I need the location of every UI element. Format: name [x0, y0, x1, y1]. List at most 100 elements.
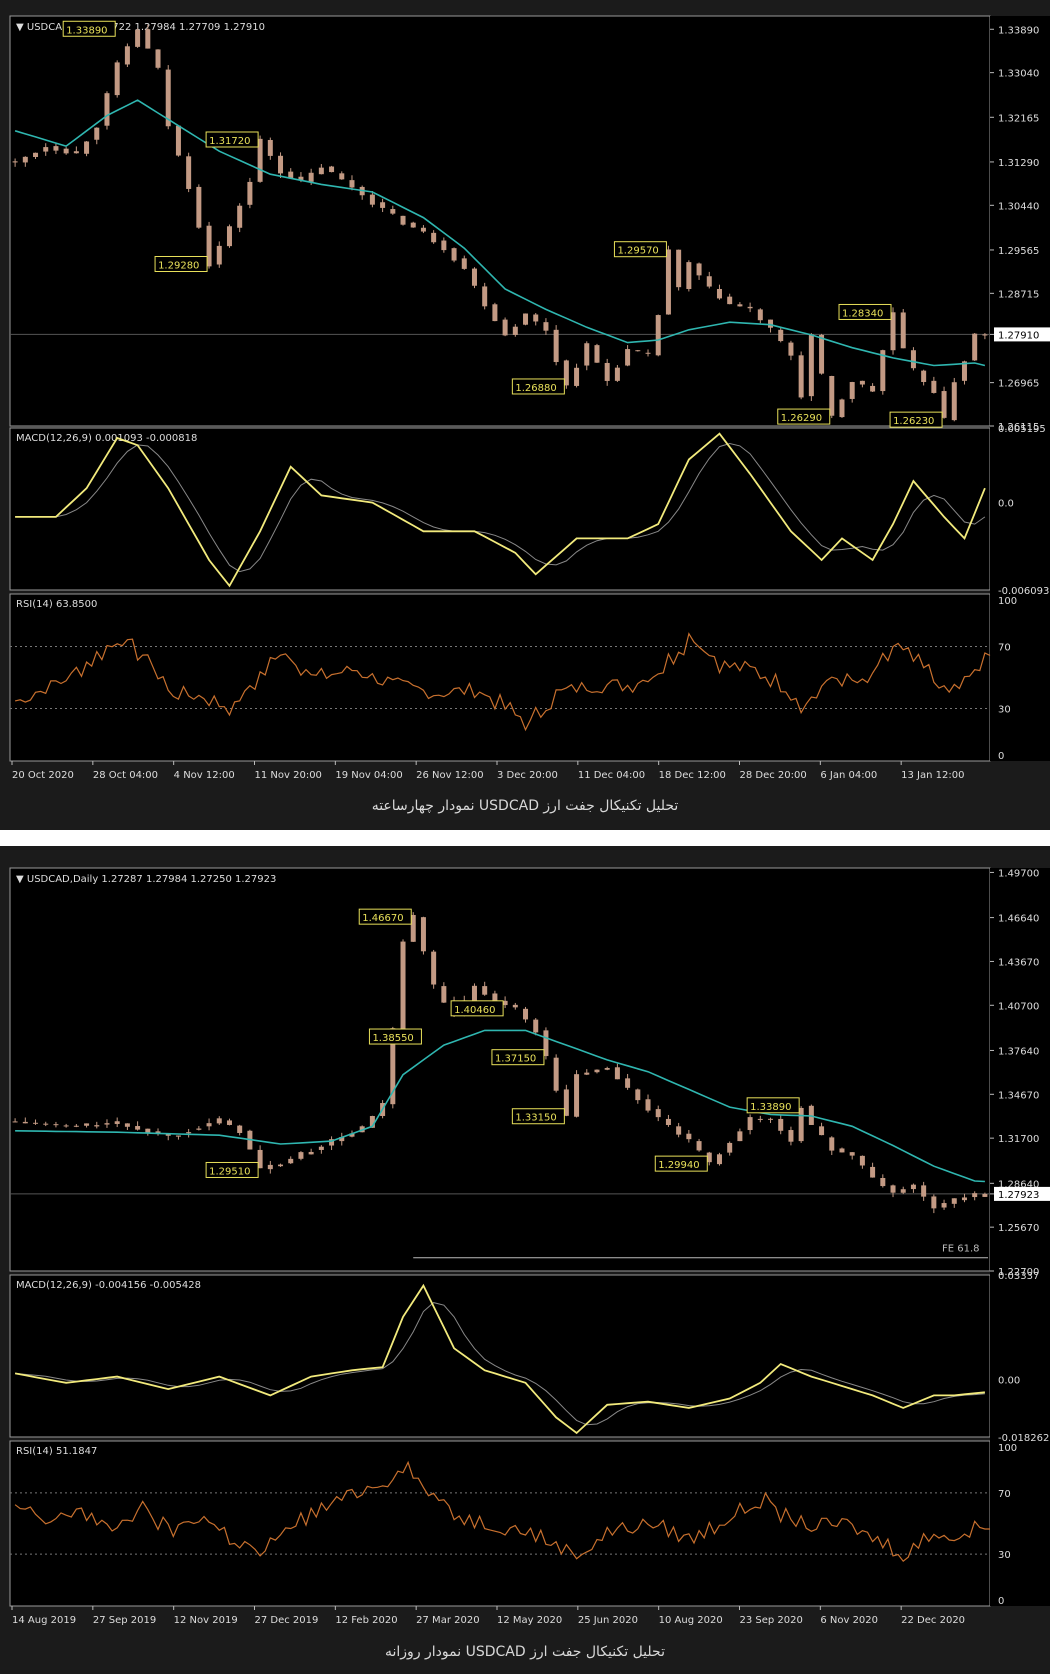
price-label-box — [62, 20, 116, 37]
candle-body — [819, 1126, 825, 1136]
pane-frame-1 — [9, 1274, 991, 1438]
candle-body — [849, 382, 855, 399]
time-tick-label: 25 Jun 2020 — [578, 1615, 638, 1626]
candle-body — [420, 917, 426, 952]
price-label-box — [511, 378, 565, 395]
candle-body — [696, 263, 702, 276]
candle-body — [788, 342, 794, 356]
candle-body — [308, 172, 314, 182]
candle-body — [43, 1123, 49, 1125]
candle-body — [349, 180, 355, 188]
candle-body — [53, 146, 59, 151]
pane-frame-1 — [9, 427, 991, 591]
price-tick-label: 1.26115 — [998, 422, 1039, 433]
price-tick-label: 1.46640 — [998, 914, 1039, 925]
candle-body — [104, 1123, 110, 1125]
candle-body — [890, 312, 896, 351]
candle-body — [635, 350, 641, 352]
candle-body — [900, 312, 906, 349]
candle-body — [400, 215, 406, 225]
candle-body — [819, 334, 825, 374]
candle-body — [349, 1133, 355, 1137]
candle-body — [104, 93, 110, 126]
candle-body — [471, 268, 477, 286]
price-tick-label: 1.43670 — [998, 957, 1039, 968]
candle-body — [339, 1137, 345, 1142]
candle-body — [288, 1158, 294, 1164]
price-tick-label: 1.32165 — [998, 113, 1039, 124]
candle-body — [716, 288, 722, 299]
candle-body — [737, 1131, 743, 1142]
candle-body — [839, 1148, 845, 1153]
candle-body — [941, 1203, 947, 1208]
time-tick-label: 19 Nov 04:00 — [335, 770, 402, 781]
price-label: 1.26230 — [893, 416, 934, 427]
candle-body — [298, 1152, 304, 1159]
candle-body — [533, 1019, 539, 1033]
time-tick-label: 12 Feb 2020 — [335, 1615, 397, 1626]
candle-body — [594, 345, 600, 363]
candle-body — [502, 1000, 508, 1006]
macd-header: MACD(12,26,9) 0.001093 -0.000818 — [16, 433, 197, 444]
price-axis-area — [990, 868, 1050, 1606]
candle-body — [135, 1126, 141, 1130]
candle-body — [859, 380, 865, 385]
candle-body — [900, 1189, 906, 1193]
time-tick-label: 18 Dec 12:00 — [659, 770, 726, 781]
candle-body — [226, 1120, 232, 1125]
candle-body — [614, 1067, 620, 1080]
candle-body — [665, 1118, 671, 1126]
candle-body — [533, 314, 539, 322]
price-label-box — [368, 1028, 422, 1045]
macd-tick-label: -0.006093 — [998, 586, 1049, 597]
candle-body — [727, 296, 733, 305]
candle-body — [175, 125, 181, 156]
rsi-header: RSI(14) 51.1847 — [16, 1446, 97, 1457]
candle-body — [910, 350, 916, 369]
candle-body — [165, 1134, 171, 1136]
current-price-box — [994, 327, 1050, 342]
price-tick-label: 1.34670 — [998, 1090, 1039, 1101]
candle-body — [747, 306, 753, 309]
candle-body — [676, 249, 682, 288]
price-tick-label: 1.31700 — [998, 1134, 1039, 1145]
candle-body — [431, 232, 437, 243]
candle-body — [155, 49, 161, 68]
candle-body — [512, 326, 518, 335]
pane-frame-2 — [9, 1440, 991, 1607]
candle-body — [737, 304, 743, 307]
pane-frame-0 — [9, 867, 991, 1272]
candle-body — [196, 1128, 202, 1130]
price-label-box — [777, 408, 831, 425]
candle-body — [584, 1072, 590, 1075]
chart-block-daily: 1.49700 1.46640 1.43670 1.40700 1.37640 1.346… — [0, 846, 1050, 1634]
candle-body — [73, 1125, 79, 1127]
pane-frame-2 — [9, 593, 991, 762]
rsi-line — [14, 1460, 990, 1563]
candle-body — [22, 1121, 28, 1124]
time-tick-label: 27 Mar 2020 — [416, 1615, 479, 1626]
candle-body — [431, 951, 437, 985]
candle-body — [124, 46, 130, 65]
candle-body — [410, 914, 416, 942]
candle-body — [706, 276, 712, 287]
price-label: 1.26880 — [515, 383, 556, 394]
rsi-tick-label: 70 — [998, 1489, 1011, 1500]
time-tick-label: 28 Dec 20:00 — [740, 770, 807, 781]
macd-tick-label: 0.0 — [998, 499, 1014, 510]
chart-block-h4: 1.33890 1.33040 1.32165 1.31290 1.30440 1.295… — [0, 0, 1050, 786]
candle-body — [951, 1198, 957, 1204]
candle-body — [778, 1118, 784, 1131]
price-label-box — [654, 1155, 708, 1172]
price-label-box — [889, 411, 943, 428]
candle-body — [563, 1089, 569, 1116]
candle-body — [441, 986, 447, 1003]
candle-body — [318, 167, 324, 175]
candle-body — [839, 399, 845, 418]
candle-body — [461, 258, 467, 269]
candle-body — [237, 1125, 243, 1133]
candle-body — [604, 362, 610, 381]
candle-body — [512, 1004, 518, 1008]
rsi-tick-label: 0 — [998, 1596, 1004, 1607]
price-label: 1.40460 — [454, 1005, 495, 1016]
